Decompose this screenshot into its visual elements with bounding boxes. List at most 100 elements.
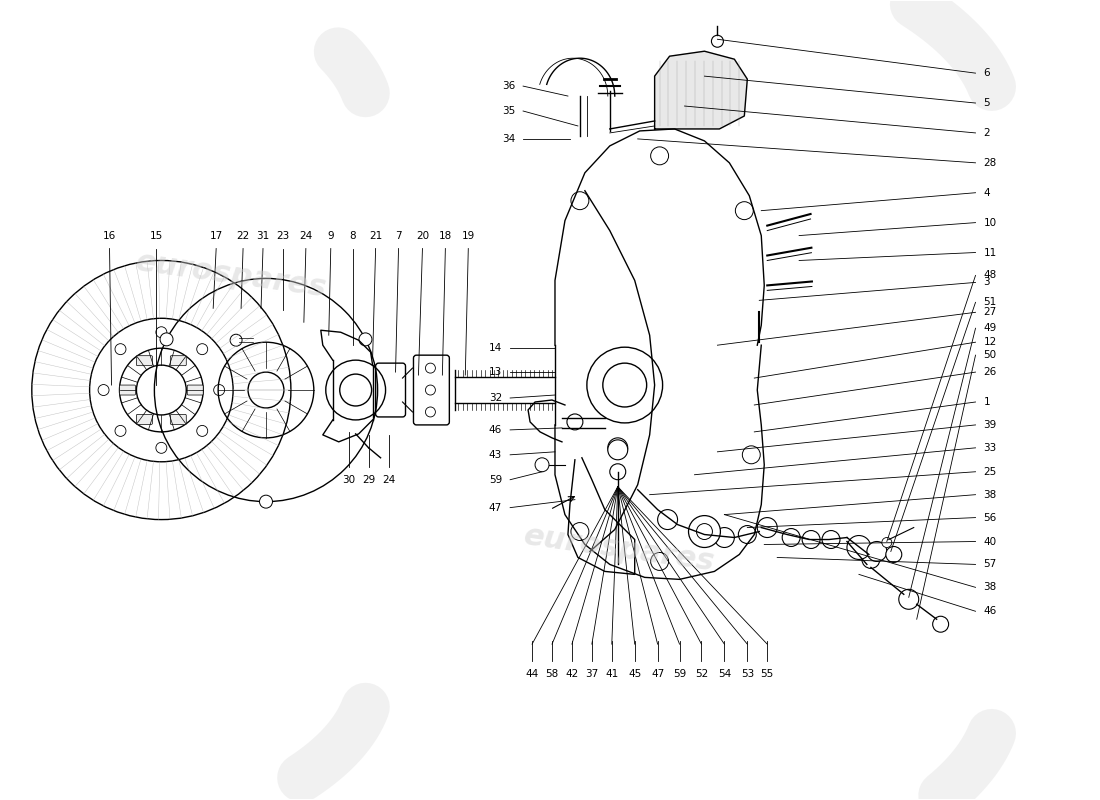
Text: 39: 39: [983, 420, 997, 430]
Circle shape: [156, 326, 167, 338]
Text: 14: 14: [488, 343, 503, 353]
Text: 46: 46: [488, 425, 503, 435]
Text: 50: 50: [983, 350, 997, 360]
Circle shape: [156, 442, 167, 454]
Text: 1: 1: [983, 397, 990, 407]
Circle shape: [822, 530, 840, 549]
Circle shape: [862, 550, 880, 569]
Circle shape: [116, 426, 127, 436]
Circle shape: [757, 518, 778, 538]
Text: 48: 48: [983, 270, 997, 281]
Circle shape: [782, 529, 800, 546]
FancyBboxPatch shape: [187, 385, 204, 395]
Circle shape: [882, 538, 892, 547]
Text: 32: 32: [488, 393, 503, 403]
Circle shape: [650, 147, 669, 165]
Text: 59: 59: [488, 474, 503, 485]
FancyBboxPatch shape: [170, 414, 186, 424]
Text: 59: 59: [673, 669, 686, 679]
Text: 42: 42: [565, 669, 579, 679]
Text: 22: 22: [236, 230, 250, 241]
FancyBboxPatch shape: [136, 356, 153, 366]
Text: 27: 27: [983, 307, 997, 318]
Circle shape: [886, 546, 902, 562]
Text: 36: 36: [502, 81, 515, 91]
Text: 41: 41: [605, 669, 618, 679]
Circle shape: [742, 446, 760, 464]
Text: 55: 55: [760, 669, 774, 679]
Polygon shape: [654, 51, 747, 129]
Text: 38: 38: [983, 582, 997, 592]
Text: 5: 5: [983, 98, 990, 108]
Circle shape: [608, 440, 628, 460]
Text: 44: 44: [526, 669, 539, 679]
Text: eurospares: eurospares: [522, 522, 717, 578]
Text: 47: 47: [651, 669, 664, 679]
Text: 58: 58: [546, 669, 559, 679]
Text: 12: 12: [983, 338, 997, 347]
Text: 24: 24: [382, 474, 395, 485]
Text: 24: 24: [299, 230, 312, 241]
Text: 4: 4: [983, 188, 990, 198]
Circle shape: [610, 465, 625, 478]
Circle shape: [230, 334, 242, 346]
Circle shape: [197, 344, 208, 354]
FancyBboxPatch shape: [170, 356, 186, 366]
Text: 3: 3: [983, 278, 990, 287]
Circle shape: [736, 202, 754, 220]
Text: 33: 33: [983, 443, 997, 453]
Text: 21: 21: [368, 230, 382, 241]
Circle shape: [738, 526, 757, 543]
Text: 18: 18: [439, 230, 452, 241]
Circle shape: [712, 35, 724, 47]
Text: 10: 10: [983, 218, 997, 228]
Text: 8: 8: [350, 230, 356, 241]
Text: 7: 7: [395, 230, 402, 241]
Text: 51: 51: [983, 298, 997, 307]
Circle shape: [696, 523, 713, 539]
Text: 37: 37: [585, 669, 598, 679]
Circle shape: [867, 542, 887, 562]
Text: 2: 2: [983, 128, 990, 138]
Circle shape: [116, 344, 127, 354]
Circle shape: [213, 385, 224, 395]
Text: 25: 25: [983, 466, 997, 477]
Text: 31: 31: [256, 230, 270, 241]
Circle shape: [899, 590, 918, 610]
Circle shape: [571, 192, 588, 210]
Text: 46: 46: [983, 606, 997, 616]
Text: 54: 54: [718, 669, 732, 679]
Circle shape: [609, 464, 626, 480]
Text: 52: 52: [695, 669, 708, 679]
Text: 30: 30: [342, 474, 355, 485]
Circle shape: [197, 426, 208, 436]
Text: 23: 23: [276, 230, 289, 241]
Text: 53: 53: [740, 669, 754, 679]
Text: 26: 26: [983, 367, 997, 377]
Circle shape: [260, 495, 273, 508]
Text: 17: 17: [209, 230, 223, 241]
Text: 45: 45: [628, 669, 641, 679]
Text: 19: 19: [462, 230, 475, 241]
Text: 11: 11: [983, 247, 997, 258]
Circle shape: [535, 458, 549, 472]
Text: 13: 13: [488, 367, 503, 377]
Circle shape: [650, 553, 669, 570]
Text: 49: 49: [983, 323, 997, 334]
Text: 40: 40: [983, 537, 997, 546]
Text: 15: 15: [150, 230, 163, 241]
Circle shape: [689, 515, 720, 547]
Circle shape: [847, 535, 871, 559]
Circle shape: [658, 510, 678, 530]
Text: 47: 47: [488, 502, 503, 513]
Circle shape: [566, 414, 583, 430]
Circle shape: [714, 527, 735, 547]
Circle shape: [98, 385, 109, 395]
Circle shape: [161, 333, 173, 346]
Text: 57: 57: [983, 559, 997, 570]
Text: 35: 35: [502, 106, 515, 116]
Text: 56: 56: [983, 513, 997, 522]
Circle shape: [691, 522, 708, 541]
Circle shape: [359, 333, 372, 346]
Circle shape: [608, 438, 628, 458]
